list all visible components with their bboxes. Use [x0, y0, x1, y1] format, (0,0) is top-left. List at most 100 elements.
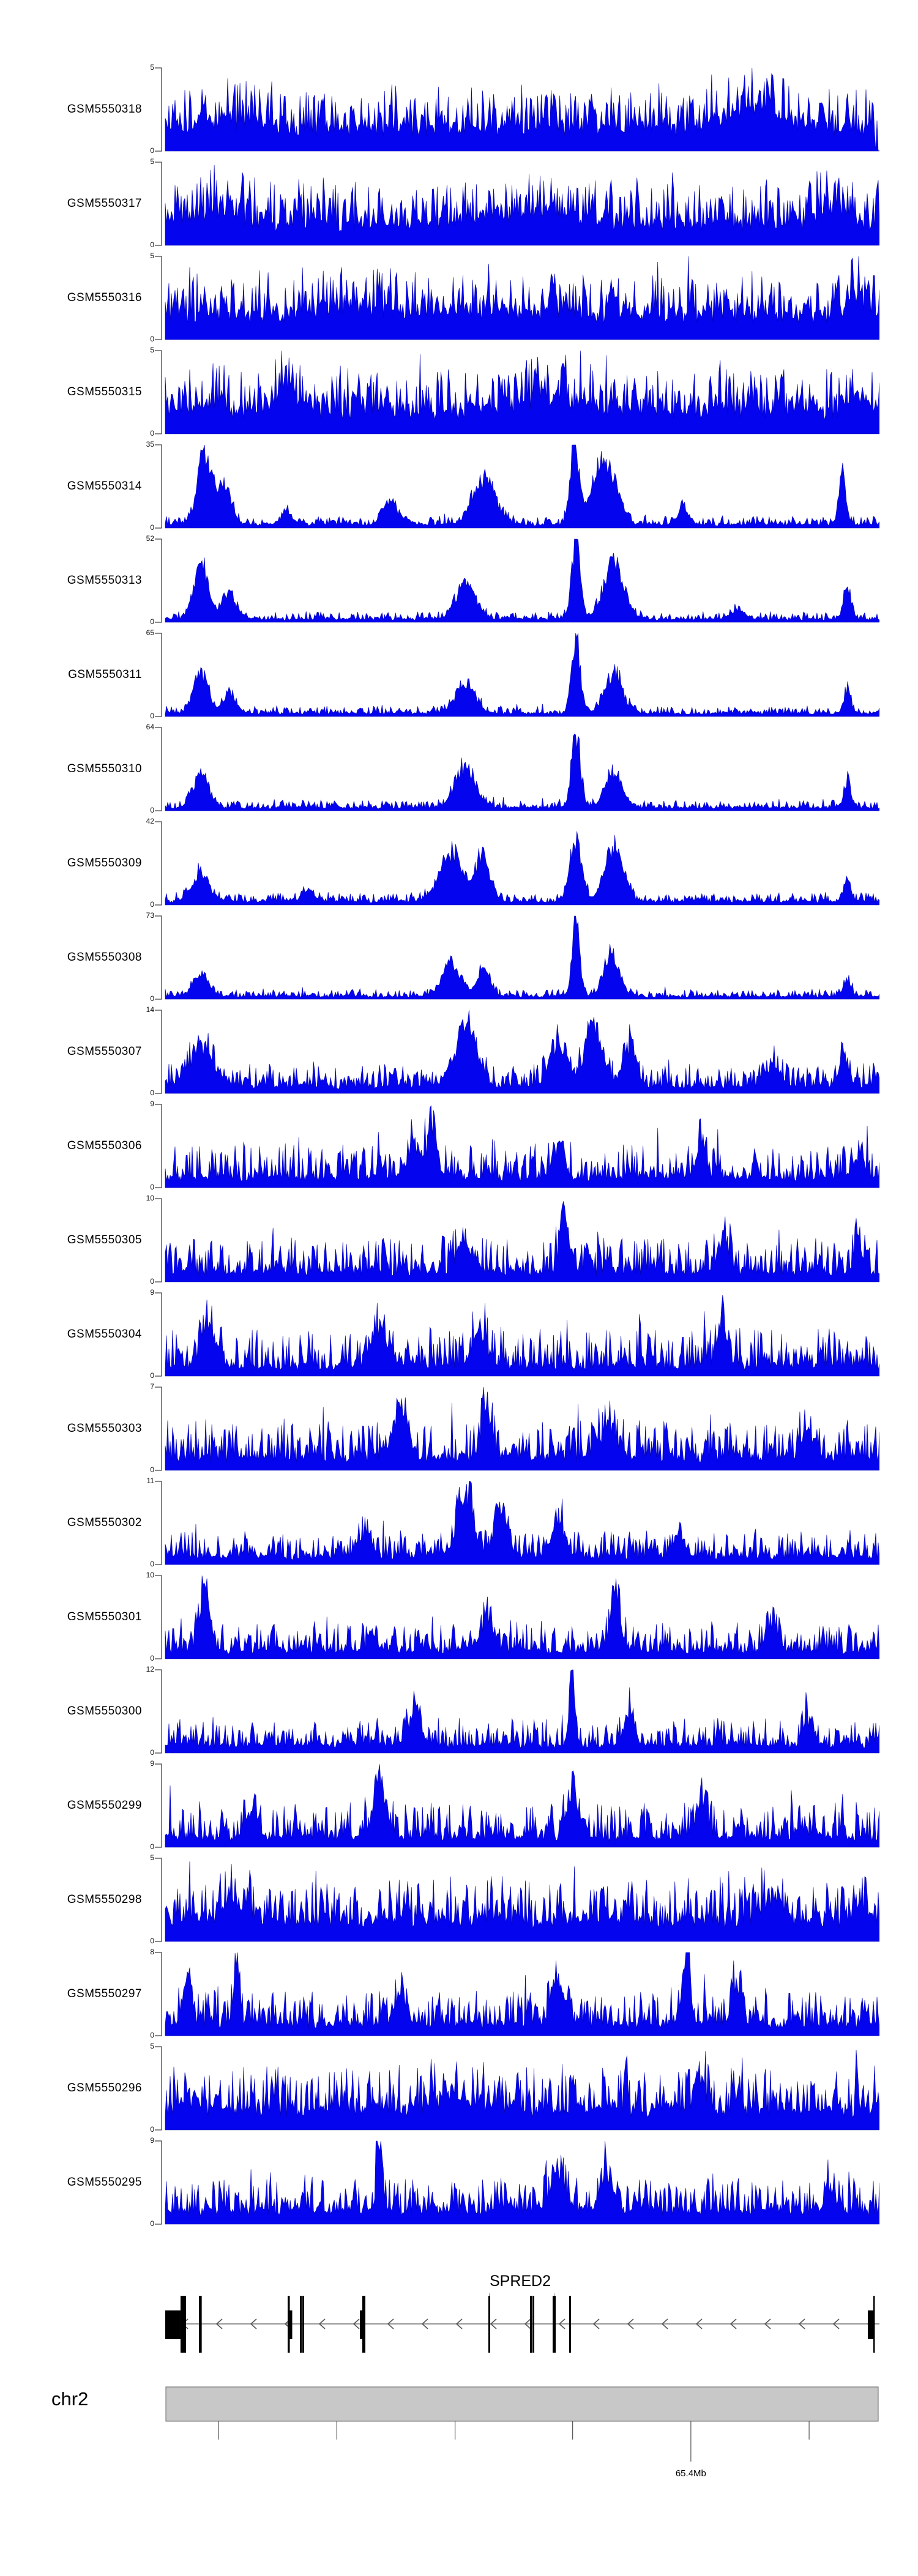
y-axis-zero-label: 0: [150, 335, 154, 343]
coverage-signal: [165, 256, 879, 340]
signal-area-plot: [155, 727, 879, 811]
y-axis-zero-label: 0: [150, 1465, 154, 1474]
gene-exon: [552, 2296, 556, 2353]
y-axis-zero-label: 0: [150, 1183, 154, 1191]
y-axis-max-label: 52: [146, 534, 154, 543]
signal-area-plot: [155, 633, 879, 717]
strand-arrow-left-icon: [592, 2318, 600, 2329]
gene-exon: [569, 2296, 571, 2353]
signal-area-plot: [155, 1952, 879, 2036]
strand-arrow-left-icon: [421, 2318, 428, 2329]
coordinate-tick-label: 65.4Mb: [676, 2468, 706, 2479]
y-axis-max-label: 64: [146, 723, 154, 731]
gene-exon: [873, 2296, 875, 2353]
y-axis-line: [155, 1481, 162, 1565]
y-axis-max-label: 73: [146, 911, 154, 920]
signal-area-plot: [155, 2046, 879, 2131]
y-axis-zero-label: 0: [150, 712, 154, 720]
coverage-signal: [165, 1481, 879, 1565]
y-axis-zero-label: 0: [150, 2031, 154, 2039]
signal-area-plot: [155, 67, 879, 152]
y-axis-zero-label: 0: [150, 429, 154, 437]
track-label: GSM5550308: [67, 951, 142, 964]
y-axis-zero-label: 0: [150, 806, 154, 814]
gene-exon: [299, 2296, 302, 2353]
y-axis-line: [155, 67, 162, 152]
gene-exon: [180, 2296, 186, 2353]
y-axis-zero-label: 0: [150, 1277, 154, 1286]
coverage-signal: [165, 350, 879, 434]
track-label: GSM5550318: [67, 103, 142, 116]
y-axis-zero-label: 0: [150, 2125, 154, 2134]
coverage-signal: [165, 165, 879, 246]
y-axis-line: [155, 1010, 162, 1094]
gene-model-track: [165, 2293, 879, 2353]
track-label: GSM5550304: [67, 1328, 142, 1341]
signal-area-plot: [155, 538, 879, 623]
gene-exon: [488, 2296, 490, 2353]
gene-exon: [288, 2296, 290, 2353]
chromosome-bar: [165, 2386, 879, 2422]
strand-arrow-left-icon: [455, 2318, 463, 2329]
gene-exon: [529, 2296, 532, 2353]
track-label: GSM5550305: [67, 1234, 142, 1246]
y-axis-max-label: 7: [150, 1382, 154, 1391]
y-axis-line: [155, 915, 162, 1000]
track-label: GSM5550300: [67, 1705, 142, 1718]
coverage-signal: [165, 1764, 879, 1848]
gene-exon: [867, 2310, 875, 2339]
y-axis-line: [155, 2140, 162, 2225]
track-label: GSM5550313: [67, 574, 142, 587]
y-axis-max-label: 42: [146, 817, 154, 825]
track-label: GSM5550315: [67, 385, 142, 398]
y-axis-zero-label: 0: [150, 2219, 154, 2228]
y-axis-line: [155, 1292, 162, 1377]
strand-arrow-left-icon: [558, 2318, 565, 2329]
strand-arrow-left-icon: [318, 2318, 326, 2329]
strand-arrow-left-icon: [627, 2318, 634, 2329]
y-axis-zero-label: 0: [150, 1842, 154, 1851]
track-label: GSM5550298: [67, 1893, 142, 1906]
track-label: GSM5550314: [67, 480, 142, 493]
gene-exon: [289, 2310, 293, 2339]
y-axis-zero-label: 0: [150, 146, 154, 155]
y-axis-max-label: 5: [150, 1853, 154, 1862]
coverage-signal: [165, 1105, 879, 1188]
signal-area-plot: [155, 915, 879, 1000]
y-axis-line: [155, 1198, 162, 1282]
y-axis-line: [155, 1952, 162, 2036]
y-axis-line: [155, 821, 162, 906]
coordinate-ticks: [218, 2421, 810, 2462]
y-axis-zero-label: 0: [150, 1089, 154, 1097]
gene-exon: [302, 2296, 304, 2353]
y-axis-line: [155, 444, 162, 529]
signal-area-plot: [155, 350, 879, 434]
track-label: GSM5550317: [67, 197, 142, 210]
y-axis-line: [155, 350, 162, 434]
y-axis-line: [155, 1104, 162, 1188]
coverage-signal: [165, 734, 879, 811]
signal-area-plot: [155, 256, 879, 340]
signal-area-plot: [155, 1858, 879, 1942]
y-axis-line: [155, 1669, 162, 1754]
coverage-signal: [165, 1669, 879, 1754]
coverage-signal: [165, 2140, 879, 2225]
coverage-signal: [165, 538, 879, 623]
y-axis-max-label: 14: [146, 1005, 154, 1014]
track-label: GSM5550310: [67, 762, 142, 775]
gene-name-label: SPRED2: [489, 2273, 551, 2290]
track-label: GSM5550311: [68, 668, 142, 681]
strand-arrow-left-icon: [524, 2318, 531, 2329]
strand-arrow-left-icon: [353, 2318, 360, 2329]
coverage-signal: [165, 1201, 879, 1282]
y-axis-line: [155, 1387, 162, 1471]
y-axis-line: [155, 256, 162, 340]
signal-area-plot: [155, 1198, 879, 1282]
y-axis-max-label: 5: [150, 2042, 154, 2050]
chromosome-label: chr2: [51, 2388, 89, 2410]
y-axis-line: [155, 1763, 162, 1848]
gene-exon: [360, 2310, 362, 2339]
signal-area-plot: [155, 162, 879, 246]
y-axis-max-label: 9: [150, 1288, 154, 1297]
y-axis-line: [155, 1858, 162, 1942]
